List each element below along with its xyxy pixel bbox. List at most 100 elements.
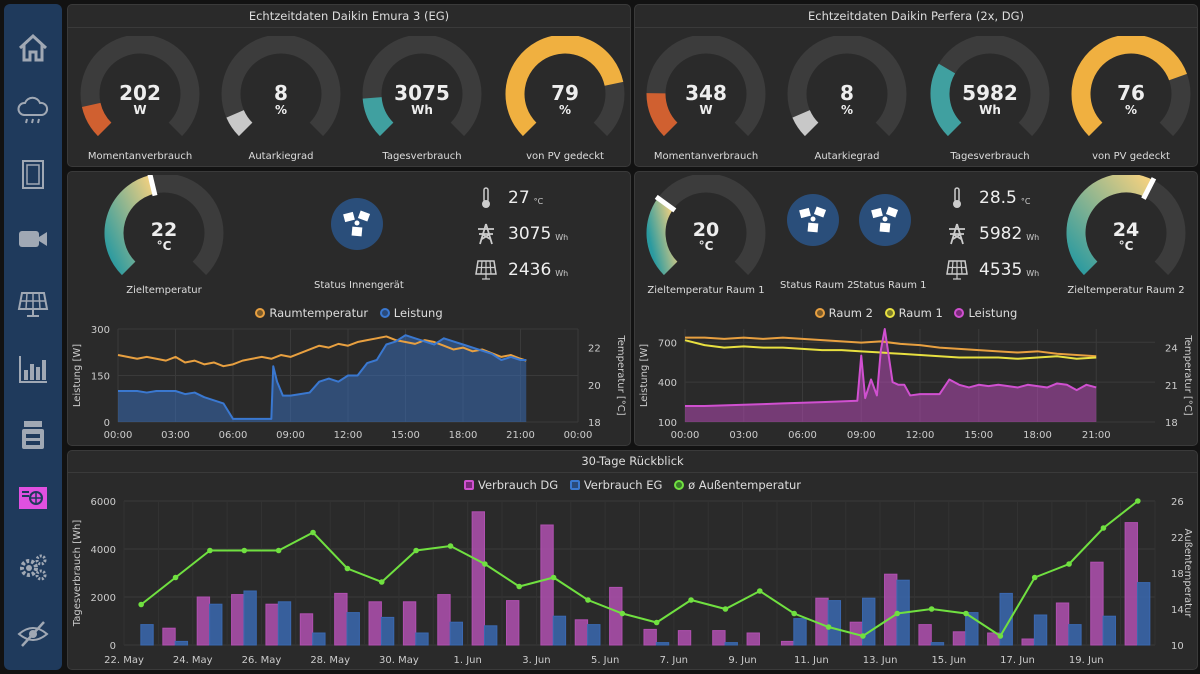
thermometer-icon: [482, 187, 490, 208]
x-tick-label: 15:00: [391, 430, 420, 441]
nav-solar[interactable]: [13, 284, 53, 324]
temperature-point: [378, 579, 385, 585]
gauge-unit: W: [133, 103, 147, 117]
x-tick-label: 28. May: [310, 655, 350, 666]
chart-eg-power-temperature: 00:00 03:00 06:00 09:00 12:00 15:00 18:00 21:00…: [72, 325, 626, 441]
x-tick-label: 06:00: [788, 430, 817, 441]
gauge-fill: [81, 102, 112, 136]
gauge-pv-gedeckt: 76 % von PV gedeckt: [1066, 36, 1196, 162]
chart-30-day-consumption: 6000 4000 2000 0 26 22 18 14 10 22. May 24. May 26.…: [72, 497, 1193, 666]
nav-settings[interactable]: [13, 547, 53, 587]
temperature-point: [688, 597, 694, 603]
nav-air-conditioner[interactable]: [13, 478, 53, 518]
legend-item-raumtemperatur[interactable]: Raumtemperatur: [255, 306, 368, 320]
gauge-fill: [646, 198, 678, 275]
y2-axis-label: Temperatur [°C]: [1182, 334, 1193, 415]
legend-item-leistung[interactable]: Leistung: [954, 306, 1017, 320]
y2-tick-label: 18: [588, 418, 601, 429]
gauge-unit: Wh: [979, 103, 1001, 117]
thermometer-icon: [953, 187, 961, 208]
temperature-point: [1031, 574, 1038, 581]
x-tick-label: 15. Jun: [931, 655, 966, 666]
temperature-point: [310, 529, 316, 536]
target-temperature-gauge[interactable]: 22 °C Zieltemperatur: [99, 175, 229, 296]
temperature-point: [413, 547, 419, 554]
status-room2-button[interactable]: [787, 194, 839, 246]
panel-title: 30-Tage Rückblick: [68, 451, 1197, 473]
legend-label: Raumtemperatur: [269, 306, 369, 320]
y2-tick-label: 10: [1171, 641, 1184, 652]
gauge-label: Zieltemperatur Raum 1: [647, 285, 765, 296]
y2-tick-label: 26: [1171, 497, 1184, 508]
x-tick-label: 7. Jun: [660, 655, 688, 666]
legend-label: Raum 2: [828, 306, 873, 320]
legend-item-raum2[interactable]: Raum 2: [814, 306, 873, 320]
bar-verbrauch-dg: [643, 628, 657, 646]
legend-item-leistung[interactable]: Leistung: [379, 306, 443, 320]
gauge-pointer: [654, 194, 677, 213]
x-tick-label: 1. Jun: [453, 655, 481, 666]
panel-perfera: Echtzeitdaten Daikin Perfera (2x, DG) 34…: [634, 4, 1198, 167]
nav-heatpump[interactable]: [13, 415, 53, 455]
status-room1-button[interactable]: [859, 194, 911, 246]
bar-verbrauch-dg: [368, 601, 382, 646]
x-tick-label: 15:00: [964, 430, 993, 441]
legend-swatch: [255, 308, 266, 318]
target-temperature-room1-gauge[interactable]: 20 °C Zieltemperatur Raum 1: [641, 175, 771, 296]
legend-item-verbrauch-eg[interactable]: Verbrauch EG: [569, 478, 662, 492]
bar-verbrauch-eg: [380, 616, 395, 646]
x-tick-label: 03:00: [729, 430, 758, 441]
y2-tick-label: 18: [1165, 418, 1178, 429]
temperature-point: [344, 565, 351, 572]
temperature-point: [447, 543, 454, 549]
bar-verbrauch-eg: [484, 625, 498, 646]
legend-label: Verbrauch DG: [477, 478, 559, 492]
temperature-point: [138, 601, 144, 608]
x-tick-label: 26. May: [242, 655, 282, 666]
y2-tick-label: 21: [1165, 381, 1178, 392]
y-axis-label: Leistung [W]: [72, 344, 83, 407]
gauge-label: Autarkiegrad: [248, 151, 314, 162]
door-icon: [22, 160, 44, 189]
stat-value: 2436: [508, 260, 552, 280]
gauge-label: Momentanverbrauch: [653, 151, 759, 162]
target-temperature-room2-gauge[interactable]: 24 °C Zieltemperatur Raum 2: [1061, 175, 1191, 296]
nav-camera[interactable]: [13, 219, 53, 259]
gauge-track: [787, 36, 907, 136]
stat-room-temperature: 28.5 °C: [945, 186, 1030, 210]
bar-verbrauch-eg: [346, 612, 360, 646]
bar-verbrauch-dg: [299, 613, 314, 646]
sidebar: [4, 4, 62, 670]
temperature-point: [275, 547, 282, 554]
nav-weather[interactable]: [13, 90, 53, 130]
nav-door[interactable]: [13, 154, 53, 194]
weather-icon: [17, 96, 49, 124]
status-label: Status Raum 1: [853, 280, 927, 291]
panel-eg-climate: 22 °C Zieltemperatur Status Innengerät 2…: [67, 171, 631, 446]
power-tower-icon: [949, 223, 965, 245]
gauge-pointer: [1141, 177, 1157, 200]
gauge-track: [362, 36, 482, 136]
temperature-point: [619, 610, 626, 617]
gauge-fill: [792, 109, 819, 136]
gauge-fill: [1071, 36, 1187, 136]
stat-unit: °C: [533, 196, 544, 206]
status-indoor-unit-button[interactable]: [331, 198, 383, 250]
x-tick-label: 18:00: [1023, 430, 1052, 441]
nav-hide[interactable]: [13, 614, 53, 654]
bar-verbrauch-dg: [952, 631, 967, 646]
legend-item-verbrauch-dg[interactable]: Verbrauch DG: [463, 478, 559, 492]
legend-item-aussentemperatur[interactable]: ø Außentemperatur: [674, 478, 801, 492]
bar-verbrauch-dg: [884, 573, 898, 646]
x-tick-label: 3. Jun: [522, 655, 550, 666]
temperature-point: [791, 610, 797, 617]
gauge-arc: [787, 36, 907, 136]
nav-statistics[interactable]: [13, 349, 53, 389]
bar-verbrauch-eg: [1136, 582, 1151, 646]
status-label: Status Innengerät: [314, 280, 404, 291]
gauge-arc: [104, 175, 224, 275]
stat-room-temperature: 27 °C: [474, 186, 543, 210]
bar-verbrauch-eg: [449, 621, 464, 646]
nav-home[interactable]: [13, 28, 53, 68]
legend-item-raum1[interactable]: Raum 1: [884, 306, 943, 320]
